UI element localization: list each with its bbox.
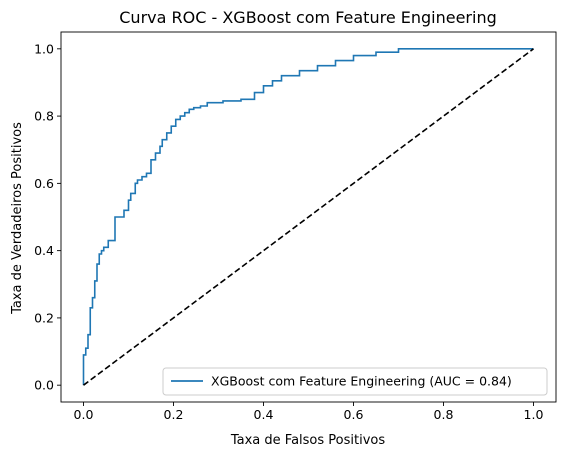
y-tick-label: 0.2: [34, 310, 54, 325]
diagonal-reference-line: [83, 48, 534, 386]
legend-label: XGBoost com Feature Engineering (AUC = 0…: [211, 374, 512, 389]
chart-title: Curva ROC - XGBoost com Feature Engineer…: [119, 8, 497, 27]
x-tick-label: 0.8: [434, 407, 454, 422]
x-tick-label: 1.0: [524, 407, 544, 422]
x-tick-label: 0.0: [74, 407, 94, 422]
roc-curve-line: [82, 48, 534, 386]
x-axis-label: Taxa de Falsos Positivos: [230, 433, 385, 448]
y-tick-label: 0.4: [34, 243, 54, 258]
plot-area: [60, 31, 557, 403]
x-tick-label: 0.4: [254, 407, 274, 422]
x-tick-label: 0.2: [164, 407, 184, 422]
y-tick-label: 0.0: [34, 378, 54, 393]
y-axis: 0.0 0.2 0.4 0.6 0.8 1.0: [34, 41, 61, 393]
y-tick-label: 0.8: [34, 109, 54, 124]
legend-box: [162, 367, 548, 396]
plot-frame: [60, 31, 557, 403]
y-axis-label: Taxa de Verdadeiros Positivos: [10, 122, 25, 315]
legend: XGBoost com Feature Engineering (AUC = 0…: [162, 367, 548, 396]
y-tick-label: 0.6: [34, 176, 54, 191]
x-tick-label: 0.6: [344, 407, 364, 422]
y-tick-label: 1.0: [34, 41, 54, 56]
x-axis: 0.0 0.2 0.4 0.6 0.8 1.0: [74, 402, 544, 422]
